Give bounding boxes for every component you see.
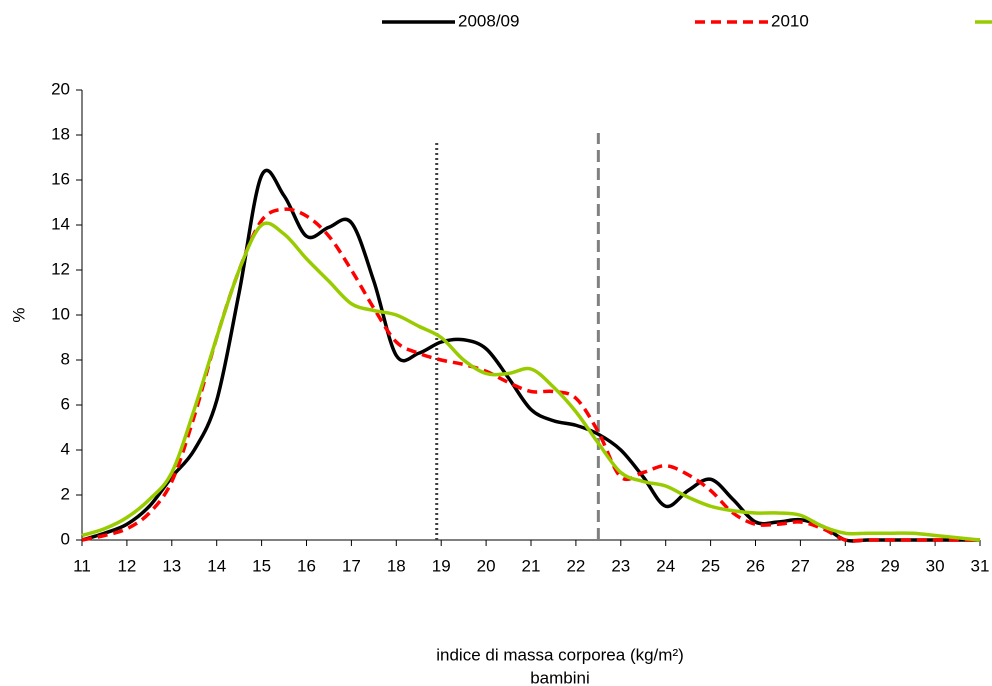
x-tick-label: 28 xyxy=(836,556,855,575)
subtitle: bambini xyxy=(530,668,590,686)
y-axis-label: % xyxy=(9,307,28,322)
x-tick-label: 31 xyxy=(971,556,990,575)
y-tick-label: 10 xyxy=(51,304,70,323)
x-tick-label: 27 xyxy=(791,556,810,575)
x-tick-label: 26 xyxy=(746,556,765,575)
x-tick-label: 23 xyxy=(611,556,630,575)
series-line xyxy=(81,168,980,543)
x-tick-label: 17 xyxy=(342,556,361,575)
y-tick-label: 18 xyxy=(51,124,70,143)
y-tick-label: 2 xyxy=(61,484,70,503)
y-tick-label: 6 xyxy=(61,394,70,413)
x-tick-label: 21 xyxy=(522,556,541,575)
x-tick-label: 18 xyxy=(387,556,406,575)
y-tick-label: 12 xyxy=(51,259,70,278)
x-tick-label: 22 xyxy=(566,556,585,575)
x-tick-label: 13 xyxy=(162,556,181,575)
x-tick-label: 14 xyxy=(207,556,226,575)
x-tick-label: 12 xyxy=(117,556,136,575)
legend-label: 2010 xyxy=(771,11,809,30)
x-tick-label: 19 xyxy=(432,556,451,575)
x-tick-label: 20 xyxy=(477,556,496,575)
legend-label: 2008/09 xyxy=(458,11,519,30)
y-tick-label: 8 xyxy=(61,349,70,368)
x-axis-label: indice di massa corporea (kg/m²) xyxy=(436,645,684,664)
y-tick-label: 20 xyxy=(51,79,70,98)
y-tick-label: 16 xyxy=(51,169,70,188)
x-tick-label: 24 xyxy=(656,556,675,575)
x-tick-label: 15 xyxy=(252,556,271,575)
series-line xyxy=(81,221,981,542)
x-tick-label: 29 xyxy=(881,556,900,575)
y-tick-label: 4 xyxy=(61,439,70,458)
x-tick-label: 30 xyxy=(926,556,945,575)
series-line xyxy=(81,207,980,543)
x-tick-label: 16 xyxy=(297,556,316,575)
x-tick-label: 11 xyxy=(73,556,91,575)
x-tick-label: 25 xyxy=(701,556,720,575)
y-tick-label: 14 xyxy=(51,214,70,233)
y-tick-label: 0 xyxy=(61,529,70,548)
